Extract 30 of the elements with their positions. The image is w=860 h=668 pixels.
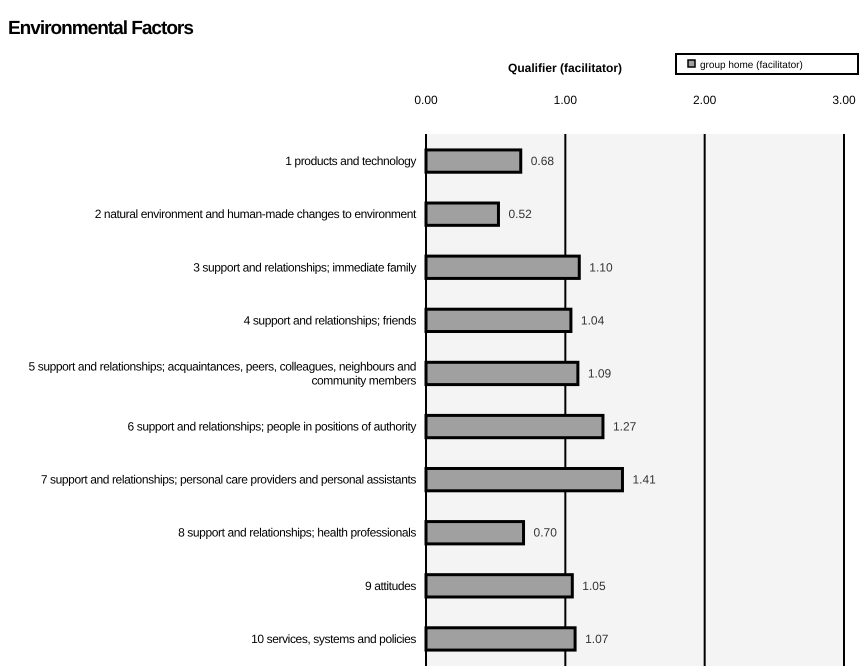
data-label: 1.07 (585, 632, 609, 646)
y-tick-label: 1 products and technology (285, 154, 416, 168)
legend-label: group home (facilitator) (700, 60, 803, 71)
data-label: 0.52 (508, 207, 532, 222)
y-tick-label: 8 support and relationships; health professionals (178, 526, 416, 540)
bar (424, 520, 526, 546)
x-tick-label: 3.00 (832, 93, 856, 107)
data-label: 1.41 (632, 472, 656, 487)
y-tick-label: 9 attitudes (365, 578, 416, 593)
x-tick-label: 2.00 (692, 93, 717, 107)
bar (424, 202, 500, 227)
data-label: 0.68 (530, 154, 554, 168)
y-tick-label: 7 support and relationships; personal care providers and personal assistants (40, 472, 416, 487)
y-tick-label: 3 support and relationships; immediate family (193, 260, 416, 274)
data-label: 1.04 (580, 313, 605, 328)
y-tick-label: 10 services, systems and policies (251, 632, 416, 646)
y-tick-label: 4 support and relationships; friends (244, 313, 416, 328)
text: Environmental Factors (8, 18, 194, 39)
data-label: 1.05 (582, 578, 606, 593)
x-tick-label: 0.00 (414, 93, 438, 107)
bar (424, 148, 522, 174)
data-label: 1.27 (612, 420, 637, 434)
y-tick-label: 6 support and relationships; people in positions of authority (128, 420, 416, 434)
x-tick-label: 1.00 (554, 93, 578, 107)
data-label: 0.70 (534, 526, 558, 540)
data-label: 1.10 (589, 260, 613, 274)
x-axis-title: Qualifier (facilitator) (508, 61, 622, 75)
y-tick-label: 2 natural environment and human-made changes to environment (94, 207, 418, 222)
data-label: 1.09 (588, 366, 612, 380)
y-tick-label: 5 support and relationships; acquaintances, peers, colleagues, neighbours and community members (28, 359, 416, 388)
